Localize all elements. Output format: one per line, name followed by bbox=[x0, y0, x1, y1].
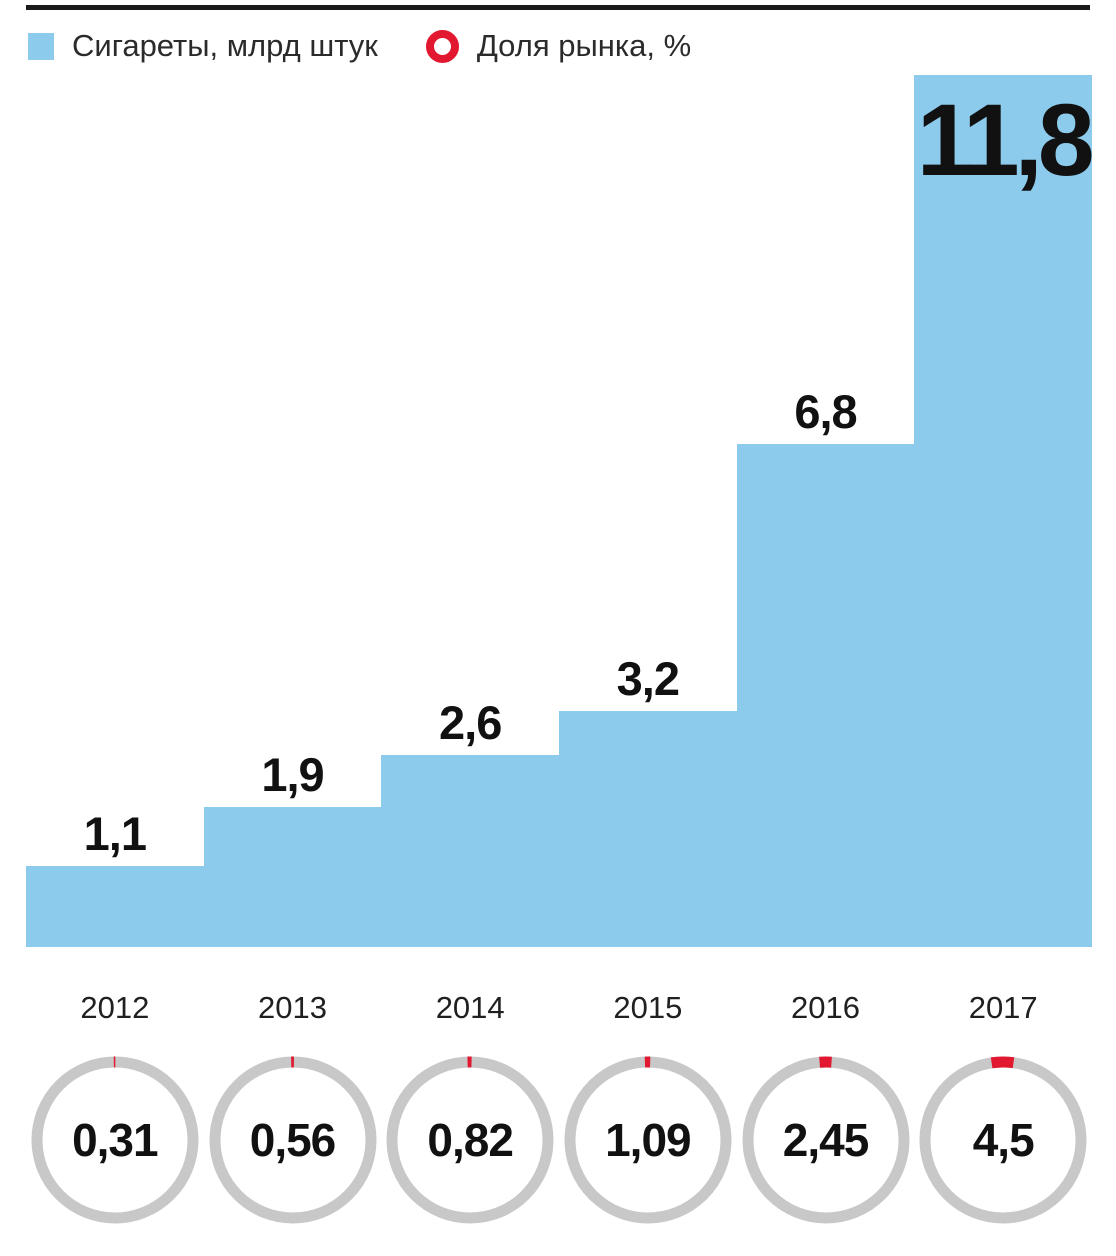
bar-value-label: 1,9 bbox=[261, 748, 324, 801]
bar-column-2013: 1,9 bbox=[203, 75, 382, 947]
bar-2012 bbox=[26, 866, 204, 947]
year-label: 2014 bbox=[435, 990, 505, 1025]
legend: Сигареты, млрд штук Доля рынка, % bbox=[28, 28, 691, 64]
donut-ring-icon bbox=[386, 1056, 554, 1224]
donut-value-label: 4,5 bbox=[972, 1114, 1035, 1166]
bar-column-2015: 3,2 bbox=[559, 75, 737, 947]
market-share-donut: 1,09 bbox=[564, 1056, 732, 1224]
market-share-donut: 4,5 bbox=[919, 1056, 1087, 1224]
donut-cell-2015: 1,09 bbox=[559, 1056, 737, 1224]
donut-value-label: 2,45 bbox=[782, 1114, 870, 1166]
donut-value-label: 0,82 bbox=[427, 1114, 514, 1166]
top-rule bbox=[26, 5, 1090, 10]
year-label: 2015 bbox=[613, 990, 683, 1025]
donut-cell-2017: 4,5 bbox=[914, 1056, 1092, 1224]
bar-column-2012: 1,1 bbox=[26, 75, 204, 947]
donut-value-label: 0,31 bbox=[72, 1114, 159, 1166]
donut-cell-2014: 0,82 bbox=[381, 1056, 559, 1224]
blue-square-icon bbox=[28, 32, 54, 60]
bar-2013 bbox=[203, 807, 382, 947]
donut-ring-icon bbox=[31, 1056, 199, 1224]
donut-value-label: 1,09 bbox=[605, 1114, 692, 1166]
bar-value-label: 11,8 bbox=[916, 83, 1095, 197]
market-share-donut: 0,56 bbox=[209, 1056, 377, 1224]
year-label: 2016 bbox=[791, 990, 860, 1025]
market-share-donut: 0,31 bbox=[31, 1056, 199, 1224]
bar-column-2017: 11,8 bbox=[914, 75, 1095, 947]
market-share-donuts: 0,31 0,56 0,82 1,09 2,45 4,5 bbox=[26, 1056, 1092, 1224]
bar-column-2014: 2,6 bbox=[381, 75, 560, 947]
red-ring-icon bbox=[425, 29, 459, 63]
donut-cell-2016: 2,45 bbox=[737, 1056, 915, 1224]
legend-label-cigarettes: Сигареты, млрд штук bbox=[72, 28, 378, 63]
bar-value-label: 1,1 bbox=[83, 807, 147, 860]
donut-value-label: 0,56 bbox=[249, 1114, 337, 1166]
bar-2016 bbox=[736, 444, 915, 947]
donut-ring-icon bbox=[742, 1056, 910, 1224]
year-label: 2013 bbox=[258, 990, 327, 1025]
donut-cell-2013: 0,56 bbox=[204, 1056, 382, 1224]
bar-2015 bbox=[559, 711, 737, 947]
bar-value-label: 6,8 bbox=[794, 385, 857, 438]
donut-ring-icon bbox=[919, 1056, 1087, 1224]
donut-ring-icon bbox=[564, 1056, 732, 1224]
step-bar-chart: 1,1 1,9 2,6 3,2 6,8 11,8 bbox=[26, 75, 1095, 947]
legend-item-market-share: Доля рынка, % bbox=[425, 28, 692, 64]
donut-ring-icon bbox=[209, 1056, 376, 1224]
market-share-donut: 2,45 bbox=[742, 1056, 910, 1224]
legend-item-cigarettes: Сигареты, млрд штук bbox=[28, 28, 378, 64]
year-label: 2012 bbox=[80, 990, 150, 1025]
bar-value-label: 3,2 bbox=[616, 652, 680, 705]
donut-cell-2012: 0,31 bbox=[26, 1056, 204, 1224]
bar-2017 bbox=[914, 75, 1093, 947]
market-share-donut: 0,82 bbox=[386, 1056, 554, 1224]
year-label: 2017 bbox=[968, 990, 1038, 1025]
bar-column-2016: 6,8 bbox=[736, 75, 915, 947]
bar-2014 bbox=[381, 755, 560, 947]
bar-value-label: 2,6 bbox=[439, 696, 502, 749]
legend-label-market-share: Доля рынка, % bbox=[476, 28, 692, 63]
x-axis-years: 2012 2013 2014 2015 2016 2017 bbox=[26, 990, 1092, 1026]
